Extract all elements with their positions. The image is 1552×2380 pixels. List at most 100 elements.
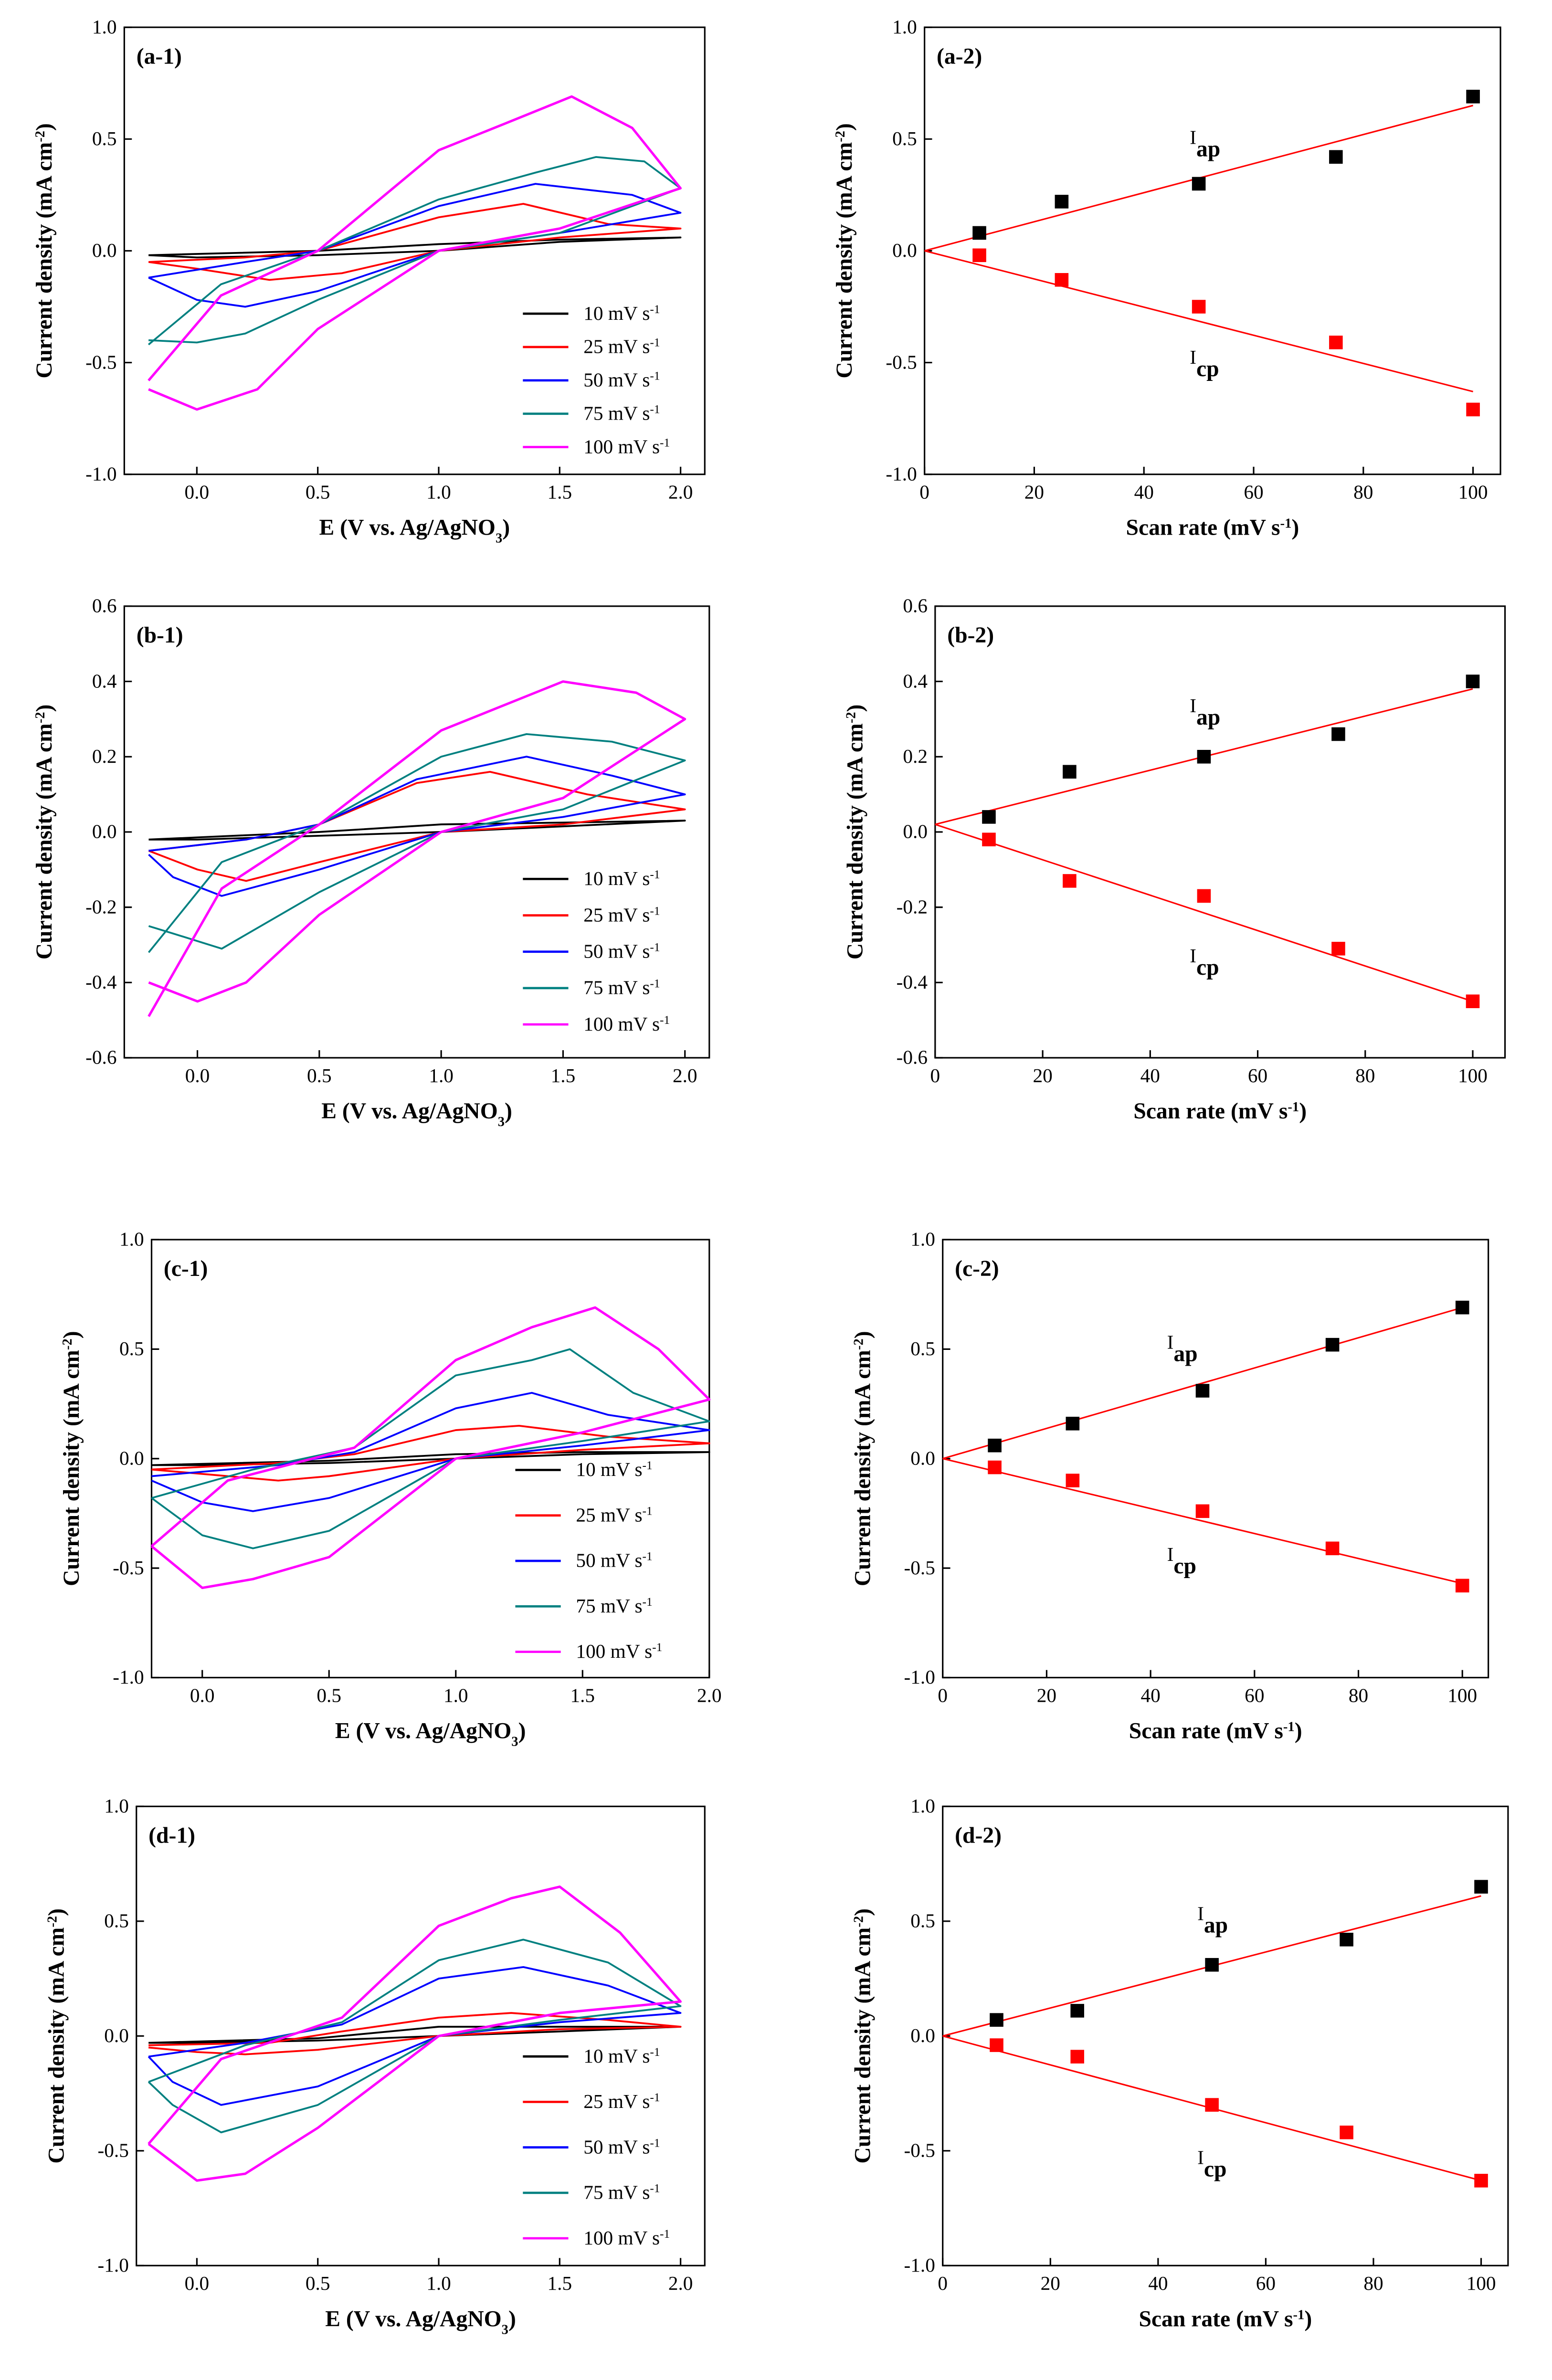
y-tick-label: -0.5: [98, 2139, 129, 2161]
axis-label: Scan rate (mV s-1): [1126, 516, 1299, 540]
data-point: [1466, 90, 1480, 104]
data-point: [990, 2013, 1003, 2027]
x-tick-label: 0: [938, 1684, 948, 1706]
axis-label: Current density (mA cm-2): [59, 1331, 84, 1586]
data-point: [982, 810, 996, 824]
label-part: Current density (mA cm: [850, 1350, 875, 1586]
legend-label: 100 mV s-1: [583, 435, 670, 457]
label-part: E (V vs. Ag/AgNO: [335, 1718, 511, 1743]
x-tick-label: 2.0: [668, 2272, 693, 2294]
legend-label: 75 mV s-1: [583, 2181, 660, 2203]
x-tick-label: 60: [1245, 1684, 1264, 1706]
annotation-main: I: [1190, 126, 1196, 148]
legend-label: 25 mV s-1: [583, 2090, 660, 2112]
y-tick-label: 0.4: [903, 670, 928, 692]
x-tick-label: 1.5: [548, 481, 572, 503]
annotation-main: I: [1190, 695, 1196, 716]
legend-name: 25 mV s: [583, 336, 650, 358]
data-point: [1331, 727, 1345, 741]
panel-label: (c-2): [955, 1256, 999, 1281]
axis-label: Current density (mA cm-2): [32, 123, 57, 379]
plot-frame: [942, 1805, 1509, 2266]
data-point: [1063, 874, 1077, 888]
plot-frame: [942, 1239, 1489, 1679]
x-tick-label: 100: [1458, 1064, 1488, 1086]
data-point: [972, 226, 986, 240]
data-point: [1197, 889, 1211, 903]
x-tick-label: 1.5: [551, 1064, 576, 1086]
label-part: ): [32, 705, 57, 712]
legend-name: 50 mV s: [583, 369, 650, 391]
axis-label: Current density (mA cm-2): [843, 705, 867, 960]
data-point: [1192, 177, 1206, 191]
label-part: Scan rate (mV s: [1133, 1099, 1288, 1124]
axis-label: E (V vs. Ag/AgNO3): [321, 1099, 512, 1129]
x-tick-label: 80: [1363, 2272, 1383, 2294]
x-tick-label: 100: [1458, 481, 1488, 503]
plot-frame: [150, 1239, 710, 1679]
label-part: ): [502, 516, 510, 540]
label-part: -2: [833, 131, 848, 142]
y-tick-label: 0.5: [910, 1910, 935, 1932]
legend-label: 25 mV s-1: [583, 904, 660, 926]
label-part: -2: [45, 1916, 60, 1927]
panel-label: (c-1): [164, 1256, 208, 1281]
axis-label: Current density (mA cm-2): [850, 1908, 875, 2164]
annotation-main: I: [1190, 346, 1196, 368]
legend-name: 75 mV s: [583, 977, 650, 999]
cv-curve: [151, 1348, 710, 1549]
y-tick-label: 0.5: [104, 1910, 129, 1932]
label-part: ): [59, 1331, 84, 1338]
label-part: -2: [60, 1338, 75, 1350]
x-tick-label: 0.0: [185, 1064, 210, 1086]
annotation-sub: ap: [1196, 137, 1220, 162]
annotation-main: I: [1197, 1902, 1204, 1924]
y-tick-label: 0.0: [903, 821, 928, 842]
y-tick-label: 0.0: [910, 1447, 935, 1469]
legend-name: 25 mV s: [583, 2090, 650, 2112]
panel: 0.0 0.5 1.0 1.5 2.0 -1.0 -0.5 0.0 0.5 1.0 (c-1) E (…: [59, 1228, 722, 1749]
x-tick-label: 100: [1467, 2272, 1496, 2294]
y-tick-label: -0.4: [85, 971, 116, 993]
legend-label: 10 mV s-1: [583, 302, 660, 324]
cv-curve: [148, 1966, 682, 2106]
data-point: [1466, 674, 1480, 688]
legend-label: 100 mV s-1: [576, 1640, 662, 1662]
axis-label: Scan rate (mV s-1): [1139, 2306, 1312, 2331]
x-tick-label: 0.5: [306, 2272, 330, 2294]
x-tick-label: 2.0: [673, 1064, 697, 1086]
annotation-sub: cp: [1204, 2157, 1227, 2182]
x-tick-label: 20: [1024, 481, 1044, 503]
data-point: [1325, 1337, 1340, 1352]
y-tick-label: -1.0: [904, 1666, 935, 1688]
panel-label: (b-2): [947, 623, 994, 648]
data-point: [1192, 300, 1206, 314]
legend-unit-exponent: -1: [650, 336, 660, 349]
label-part: E (V vs. Ag/AgNO: [321, 1099, 497, 1124]
x-tick-label: 1.0: [429, 1064, 454, 1086]
y-tick-label: 0.0: [92, 821, 117, 842]
panel-label: (a-1): [137, 44, 182, 69]
label-part: Scan rate (mV s: [1139, 2306, 1293, 2331]
x-tick-label: 2.0: [668, 481, 693, 503]
legend-name: 100 mV s: [576, 1640, 652, 1662]
legend-label: 75 mV s-1: [583, 402, 660, 424]
label-part: Current density (mA cm: [843, 723, 867, 959]
label-part: Scan rate (mV s: [1129, 1718, 1283, 1743]
y-tick-label: -0.5: [904, 1557, 935, 1579]
data-point: [1195, 1384, 1210, 1398]
data-point: [1070, 2004, 1084, 2018]
y-tick-label: 1.0: [910, 1795, 935, 1817]
legend-name: 10 mV s: [576, 1458, 642, 1480]
legend-name: 50 mV s: [576, 1549, 642, 1571]
data-point: [1340, 1933, 1353, 1947]
legend-label: 10 mV s-1: [583, 2045, 660, 2067]
x-tick-label: 20: [1037, 1684, 1056, 1706]
label-part: ): [508, 2306, 516, 2331]
legend-unit-exponent: -1: [660, 1013, 670, 1027]
y-tick-label: 0.5: [92, 127, 117, 149]
y-tick-label: -0.5: [904, 2139, 935, 2161]
annotation-main: I: [1167, 1331, 1174, 1353]
label-part: Current density (mA cm: [59, 1350, 84, 1586]
plot-frame: [924, 26, 1501, 475]
